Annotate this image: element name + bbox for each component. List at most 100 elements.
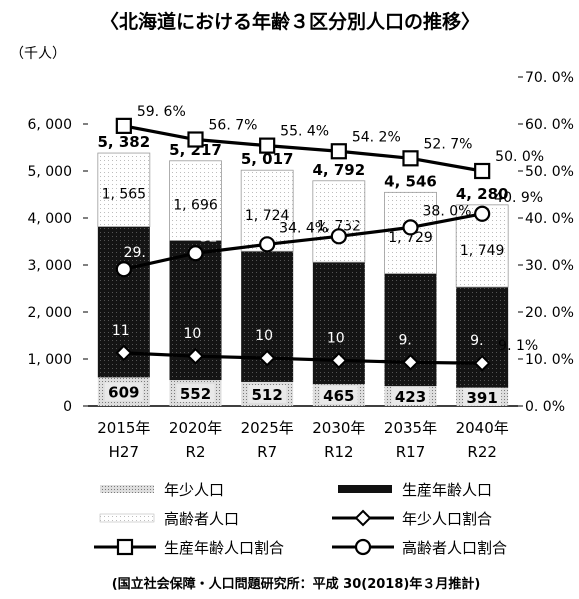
young-ratio-point bbox=[402, 353, 419, 371]
working-ratio-label: 50. 0% bbox=[495, 149, 544, 165]
legend-label: 高齢者人口割合 bbox=[402, 539, 507, 557]
young-label-bg bbox=[104, 382, 143, 401]
elderly-value-label: 1, 732 bbox=[317, 219, 362, 235]
young-value-label: 465 bbox=[323, 387, 354, 405]
elderly-ratio-label: 29. bbox=[124, 245, 146, 261]
legend-circle-marker bbox=[354, 538, 372, 556]
young-ratio-label: 11 bbox=[112, 323, 130, 339]
young-value-label: 512 bbox=[252, 386, 283, 404]
young-ratio-label: 10 bbox=[327, 330, 345, 346]
young-label-bg bbox=[463, 387, 502, 406]
left-tick-label: 5, 000 bbox=[27, 164, 72, 180]
legend-item: 高齢者人口 bbox=[99, 510, 239, 528]
legend-swatch-elderly bbox=[99, 513, 155, 523]
elderly-ratio-point bbox=[187, 245, 204, 262]
elderly-ratio-point bbox=[402, 219, 419, 236]
young-ratio-point bbox=[115, 344, 133, 362]
young-value-label: 423 bbox=[395, 388, 426, 406]
elderly-value-label: 1, 749 bbox=[460, 243, 505, 259]
legend-label: 生産年齢人口割合 bbox=[164, 539, 284, 557]
working-ratio-label: 59. 6% bbox=[137, 104, 186, 120]
x-year-label: 2035年 bbox=[384, 419, 437, 437]
legend-label: 高齢者人口 bbox=[164, 510, 239, 528]
left-tick-label: 3, 000 bbox=[27, 258, 72, 274]
working-ratio-label: 52. 7% bbox=[424, 136, 473, 152]
young-label-bg bbox=[391, 387, 430, 406]
stacked-bars bbox=[97, 152, 509, 406]
x-era-label: R12 bbox=[324, 443, 354, 461]
left-axis-ticks: 0 1, 000 2, 000 3, 000 4, 000 5, 000 6, 000 bbox=[27, 117, 88, 415]
x-year-label: 2040年 bbox=[456, 419, 509, 437]
working-ratio-point bbox=[115, 117, 132, 134]
legend-label: 年少人口割合 bbox=[402, 510, 492, 528]
elderly-ratio-label: 34. 4% bbox=[279, 220, 328, 236]
working-ratio-label: 55. 4% bbox=[280, 124, 329, 140]
bar-elderly bbox=[312, 180, 366, 263]
total-value-label: 4, 792 bbox=[312, 161, 365, 179]
bar-elderly bbox=[169, 160, 222, 241]
young-ratio-point bbox=[473, 354, 491, 372]
working-ratio-point bbox=[187, 131, 204, 148]
young-ratio-label: 9. bbox=[399, 332, 412, 348]
right-tick-label: 70. 0% bbox=[525, 70, 574, 86]
elderly-value-label: 1, 565 bbox=[102, 187, 147, 203]
young-ratio-label: 10 bbox=[255, 328, 273, 344]
working-ratio-label: 54. 2% bbox=[352, 129, 401, 145]
working-ratio-label: 56. 7% bbox=[209, 118, 258, 134]
young-ratio-label: 9. bbox=[470, 333, 483, 349]
x-era-label: H27 bbox=[109, 443, 139, 461]
legend-item: 年少人口割合 bbox=[332, 509, 492, 528]
young-value-label: 609 bbox=[108, 384, 139, 402]
young-value-label: 552 bbox=[180, 385, 211, 403]
right-tick-label: 40. 0% bbox=[525, 211, 574, 227]
chart-title: 〈北海道における年齢３区分別人口の推移〉 bbox=[100, 10, 480, 33]
x-era-label: R17 bbox=[396, 443, 426, 461]
right-tick-label: 50. 0% bbox=[525, 164, 574, 180]
x-year-label: 2020年 bbox=[169, 419, 222, 437]
x-year-label: 2015年 bbox=[97, 419, 150, 437]
legend-label: 年少人口 bbox=[164, 481, 224, 499]
legend-item: 年少人口 bbox=[100, 481, 224, 499]
bar-value-labels: 609 5, 382 1, 565 552 5, 217 1, 696 512 5, 017 1… bbox=[97, 133, 508, 407]
right-tick-label: 0. 0% bbox=[525, 399, 565, 415]
bar-elderly bbox=[97, 152, 151, 228]
legend-item: 高齢者人口割合 bbox=[332, 538, 507, 557]
x-year-label: 2030年 bbox=[312, 419, 365, 437]
left-tick-label: 1, 000 bbox=[27, 352, 72, 368]
total-value-label: 5, 017 bbox=[241, 150, 294, 168]
left-tick-label: 0 bbox=[63, 399, 72, 415]
legend-item: 生産年齢人口 bbox=[338, 481, 492, 499]
working-ratio-point bbox=[474, 162, 491, 180]
left-tick-label: 6, 000 bbox=[27, 117, 72, 133]
elderly-ratio-label: 36. bbox=[339, 212, 361, 228]
x-axis-labels: 2015年 H27 2020年 R2 2025年 R7 2030年 R12 2035年 R17 20… bbox=[97, 419, 509, 461]
right-tick-label: 20. 0% bbox=[525, 305, 574, 321]
working-ratio-line bbox=[123, 124, 483, 173]
young-ratio-label: 10 bbox=[184, 326, 202, 342]
legend-item: 生産年齢人口割合 bbox=[94, 538, 284, 557]
left-tick-label: 2, 000 bbox=[27, 305, 72, 321]
young-label-bg bbox=[319, 386, 358, 405]
ratio-lines: 59. 6% 56. 7% 55. 4% 54. 2% 52. 7% 50. 0% 29. 3… bbox=[112, 104, 544, 372]
x-era-label: R2 bbox=[186, 443, 206, 461]
right-axis-ticks: 0. 0% 10. 0% 20. 0% 30. 0% 40. 0% 50. 0% 60. 0… bbox=[518, 70, 574, 415]
legend-swatch-working bbox=[338, 485, 392, 493]
elderly-ratio-point bbox=[474, 205, 491, 222]
right-tick-label: 10. 0% bbox=[525, 352, 574, 368]
legend-label: 生産年齢人口 bbox=[402, 481, 492, 499]
total-value-label: 4, 280 bbox=[456, 185, 509, 203]
elderly-value-label: 1, 696 bbox=[173, 198, 218, 214]
left-tick-label: 4, 000 bbox=[27, 211, 72, 227]
x-year-label: 2025年 bbox=[241, 419, 294, 437]
young-value-label: 391 bbox=[467, 389, 498, 407]
bar-elderly bbox=[384, 191, 437, 275]
x-era-label: R22 bbox=[467, 443, 497, 461]
legend-swatch-young bbox=[100, 485, 154, 493]
young-ratio-point bbox=[258, 349, 276, 367]
legend-diamond-marker bbox=[354, 509, 372, 527]
elderly-ratio-line bbox=[123, 212, 483, 271]
x-era-label: R7 bbox=[257, 443, 277, 461]
left-axis-unit: （千人） bbox=[10, 46, 66, 62]
